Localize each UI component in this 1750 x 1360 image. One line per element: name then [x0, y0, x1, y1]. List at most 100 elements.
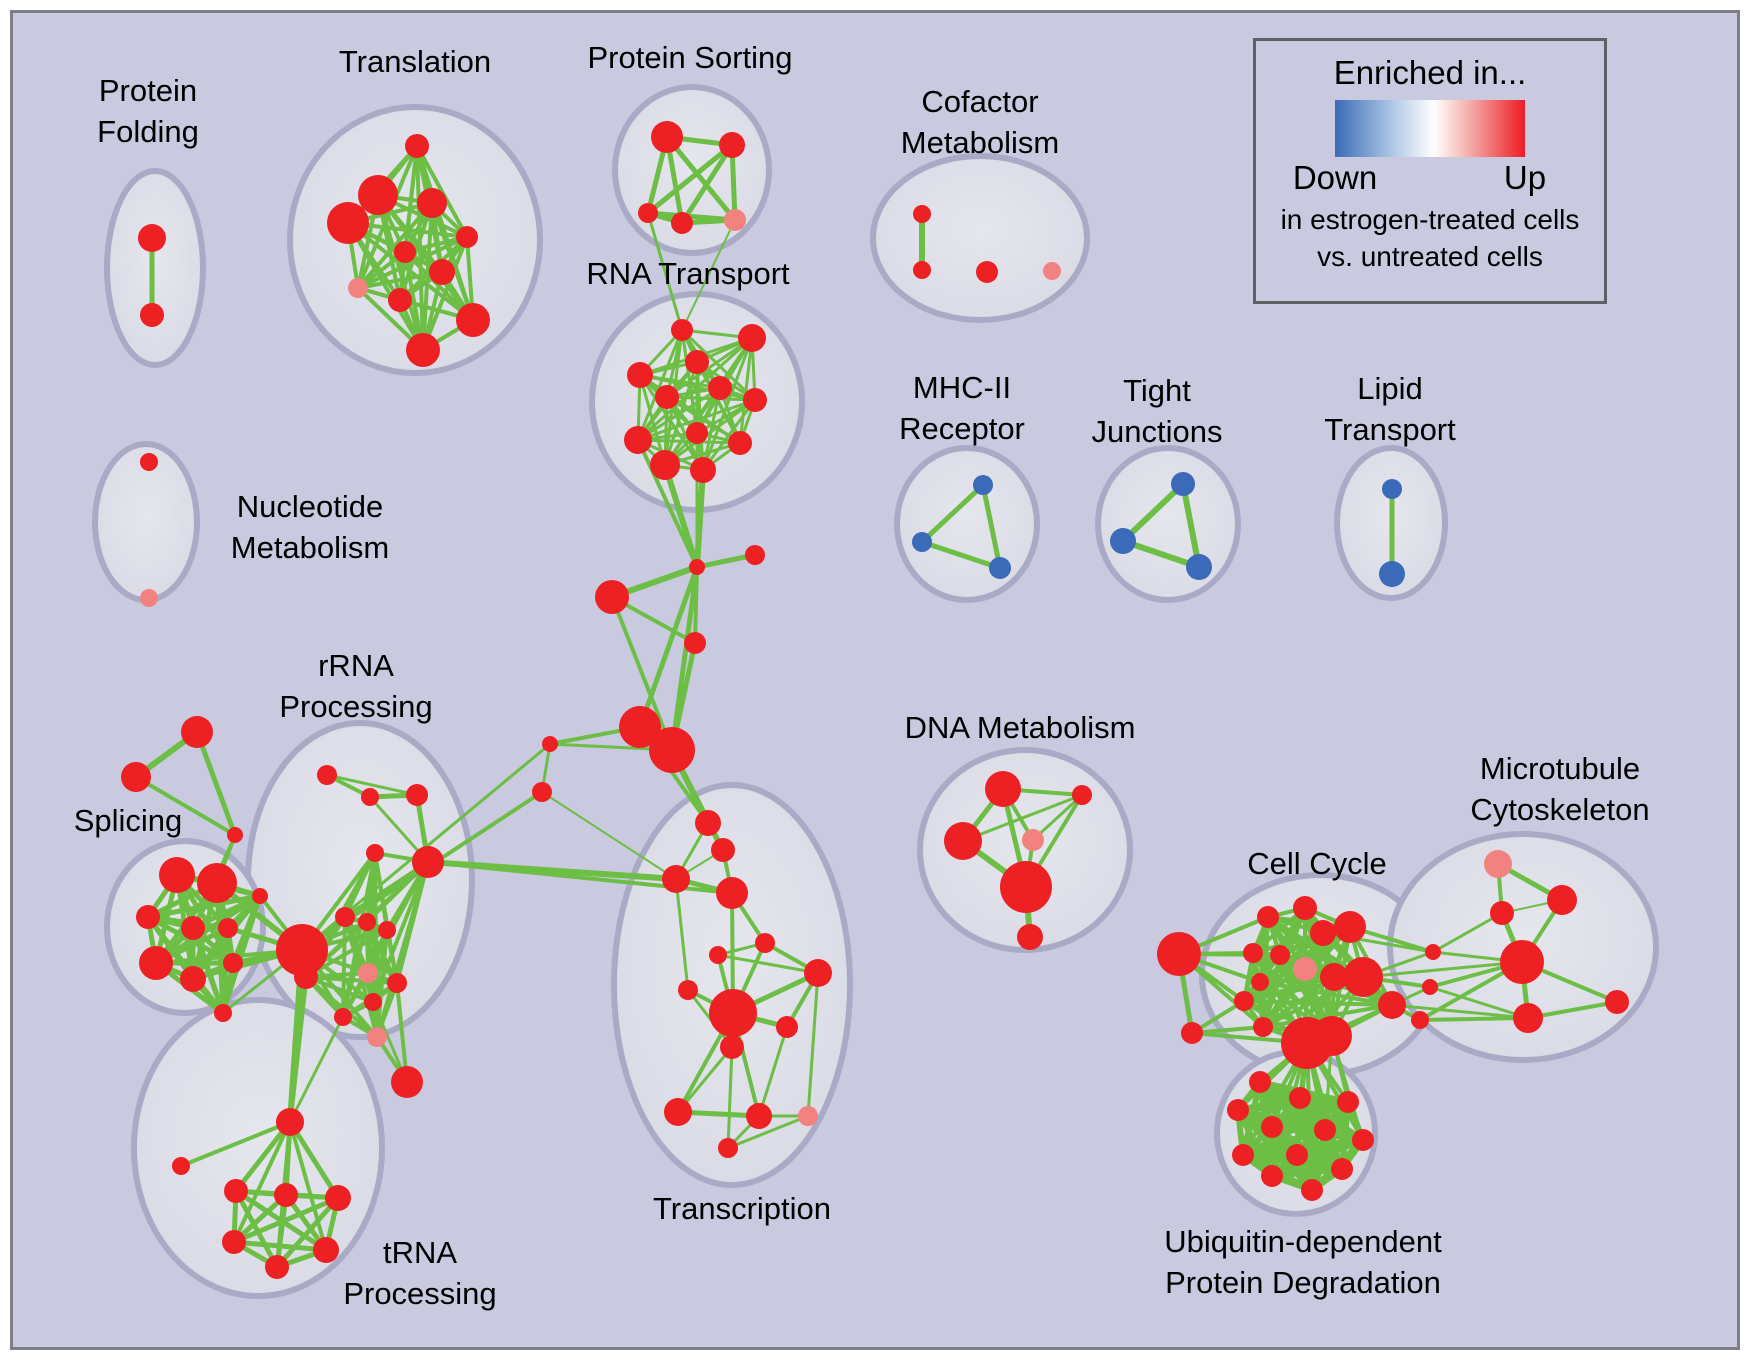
- network-edge: [636, 438, 699, 569]
- network-node: [1343, 957, 1383, 997]
- network-edge: [980, 482, 1003, 571]
- network-node: [1301, 1179, 1323, 1201]
- network-node: [720, 1035, 744, 1059]
- network-edge: [1390, 1003, 1530, 1020]
- network-edge: [757, 1025, 789, 1118]
- network-node: [1227, 1099, 1249, 1121]
- network-edge: [681, 219, 736, 331]
- network-edge: [1269, 1166, 1345, 1179]
- network-node: [1249, 1071, 1271, 1093]
- network-node: [223, 953, 243, 973]
- network-edge: [806, 971, 820, 1118]
- network-edge: [676, 1045, 734, 1114]
- network-node: [627, 362, 653, 388]
- cluster-label-ubiquitin-degradation: Protein Degradation: [1165, 1265, 1441, 1300]
- network-edge: [664, 134, 738, 223]
- network-node: [406, 333, 440, 367]
- legend-caption-line2: vs. untreated cells: [1317, 241, 1543, 272]
- network-node: [989, 557, 1011, 579]
- network-node: [406, 784, 428, 806]
- cluster-ellipse-protein-folding: [104, 168, 206, 368]
- network-edge: [1120, 481, 1186, 544]
- network-edge: [636, 438, 742, 445]
- network-edge: [636, 336, 754, 442]
- network-node: [671, 212, 693, 234]
- cluster-label-microtubule-cytoskeleton: Microtubule: [1480, 751, 1640, 786]
- cluster-label-microtubule-cytoskeleton: Cytoskeleton: [1470, 792, 1649, 827]
- network-node: [227, 827, 243, 843]
- network-edge: [341, 860, 430, 1019]
- cluster-label-nucleotide-metabolism: Metabolism: [231, 530, 390, 565]
- network-edge: [287, 1119, 341, 1201]
- network-node: [358, 913, 376, 931]
- network-node: [159, 857, 195, 893]
- network-node: [387, 973, 407, 993]
- cluster-label-mhc-ii-receptor: Receptor: [899, 411, 1025, 446]
- legend-caption: in estrogen-treated cells vs. untreated …: [1256, 201, 1604, 275]
- network-edge: [665, 395, 757, 402]
- network-node: [274, 1183, 298, 1207]
- network-node: [1110, 528, 1136, 554]
- network-node: [716, 877, 748, 909]
- network-node: [724, 209, 746, 231]
- network-edge: [541, 791, 677, 880]
- network-node: [1243, 943, 1263, 963]
- network-node: [378, 921, 396, 939]
- network-node: [294, 965, 318, 989]
- network-edge: [231, 1195, 341, 1245]
- cluster-label-mhc-ii-receptor: MHC-II: [913, 370, 1011, 405]
- network-node: [1186, 554, 1212, 580]
- network-edge: [701, 336, 754, 472]
- network-node: [755, 933, 775, 953]
- cluster-label-cell-cycle: Cell Cycle: [1247, 846, 1387, 881]
- cluster-label-nucleotide-metabolism: Nucleotide: [237, 489, 383, 524]
- cluster-label-tight-junctions: Junctions: [1092, 414, 1223, 449]
- legend-title: Enriched in...: [1333, 54, 1527, 91]
- network-node: [1352, 1129, 1374, 1151]
- network-edge: [356, 270, 444, 290]
- network-node: [798, 1106, 818, 1126]
- network-node: [1251, 973, 1269, 991]
- network-node: [1257, 906, 1279, 928]
- network-edge: [134, 775, 237, 837]
- network-node: [1261, 1165, 1283, 1187]
- network-node: [913, 205, 931, 223]
- network-node: [651, 121, 683, 153]
- network-node: [172, 1157, 190, 1175]
- network-node: [121, 762, 151, 792]
- network-node: [136, 905, 160, 929]
- network-edge: [636, 398, 757, 442]
- cluster-label-rrna-processing: rRNA: [318, 648, 394, 683]
- network-node: [366, 844, 384, 862]
- network-node: [334, 1008, 352, 1026]
- network-node: [1289, 1087, 1311, 1109]
- network-node: [1337, 1091, 1359, 1113]
- network-edge: [1428, 985, 1530, 1020]
- cluster-label-splicing: Splicing: [74, 803, 183, 838]
- network-node: [1157, 932, 1201, 976]
- network-node: [1286, 1144, 1308, 1166]
- network-edge: [194, 729, 238, 838]
- network-edge: [1526, 1000, 1619, 1020]
- network-node: [276, 924, 328, 976]
- cluster-label-protein-folding: Folding: [97, 114, 199, 149]
- network-node: [138, 224, 166, 252]
- network-node: [412, 846, 444, 878]
- network-node: [1500, 940, 1544, 984]
- network-node: [327, 202, 369, 244]
- network-edge: [665, 336, 754, 399]
- network-node: [638, 203, 658, 223]
- network-node: [913, 261, 931, 279]
- network-edge: [288, 1120, 328, 1252]
- network-node: [649, 727, 695, 773]
- cluster-label-ubiquitin-degradation: Ubiquitin-dependent: [1164, 1224, 1442, 1259]
- network-edge: [610, 595, 674, 752]
- network-node: [1017, 924, 1043, 950]
- network-edge: [232, 1120, 292, 1244]
- network-node: [985, 771, 1021, 807]
- cluster-label-translation: Translation: [339, 44, 491, 79]
- network-edge: [1031, 793, 1084, 842]
- network-node: [181, 716, 213, 748]
- network-node: [1547, 885, 1577, 915]
